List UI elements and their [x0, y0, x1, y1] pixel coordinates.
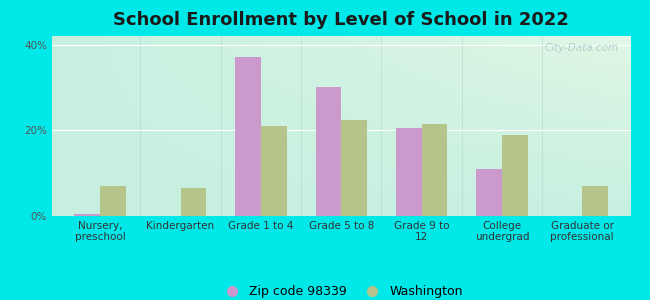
Text: City-Data.com: City-Data.com	[545, 43, 619, 53]
Bar	[75, 214, 100, 216]
Bar	[235, 57, 261, 216]
Bar	[476, 169, 502, 216]
Bar	[582, 186, 608, 216]
Bar	[422, 124, 447, 216]
Title: School Enrollment by Level of School in 2022: School Enrollment by Level of School in …	[113, 11, 569, 29]
Bar	[181, 188, 206, 216]
Bar	[100, 186, 126, 216]
Legend: Zip code 98339, Washington: Zip code 98339, Washington	[214, 280, 468, 300]
Bar	[261, 126, 287, 216]
Bar	[341, 120, 367, 216]
Bar	[315, 87, 341, 216]
Bar	[396, 128, 422, 216]
Bar	[502, 135, 528, 216]
